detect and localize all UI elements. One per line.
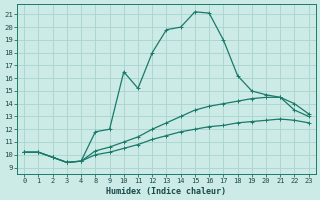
X-axis label: Humidex (Indice chaleur): Humidex (Indice chaleur) [107, 187, 227, 196]
